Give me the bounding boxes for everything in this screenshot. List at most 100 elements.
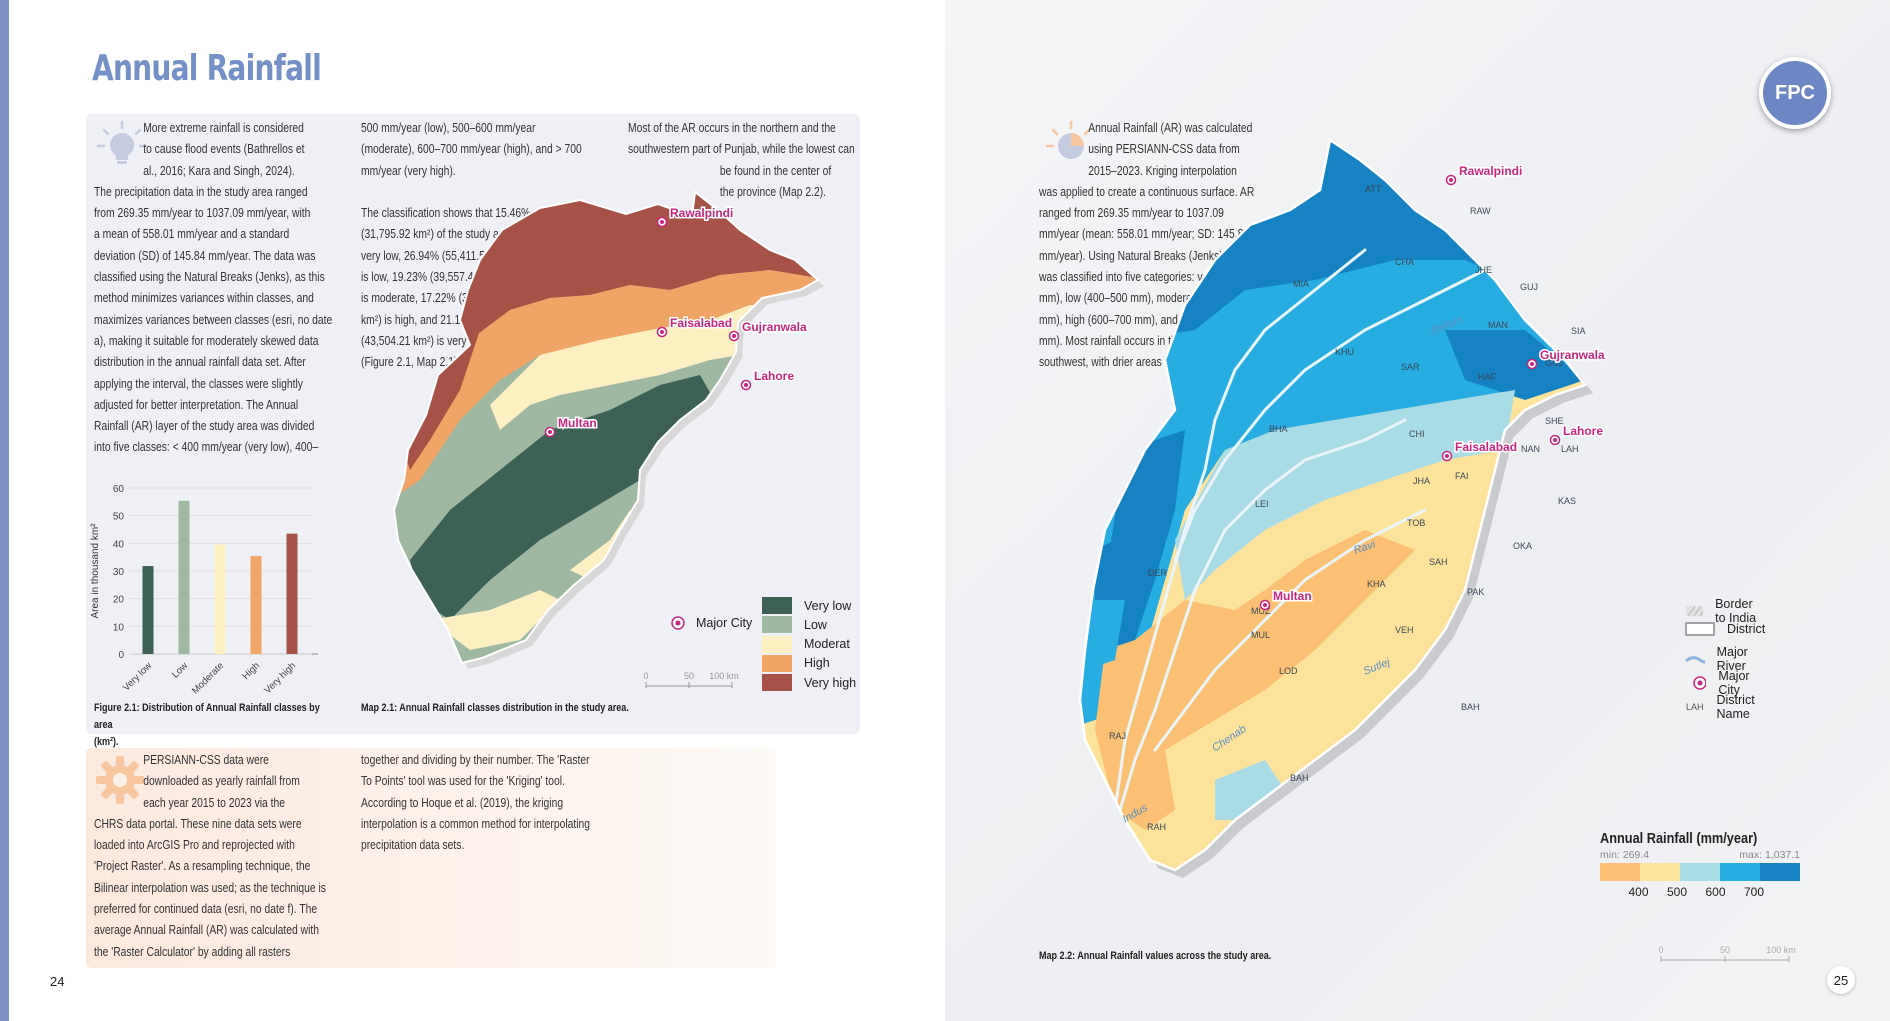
city-label: Rawalpindi — [1459, 164, 1522, 178]
text-line: together and dividing by their number. T… — [361, 753, 590, 767]
legend-item: Moderat — [762, 635, 850, 653]
legend-label: Very low — [804, 598, 852, 613]
city-marker-dot — [1445, 454, 1449, 458]
legend-swatch — [762, 635, 792, 653]
legend-item: Very low — [762, 597, 851, 614]
cycle-icon — [1045, 120, 1091, 159]
text-line: ranged from 269.35 mm/year to 1037.09 — [1039, 206, 1224, 221]
city-label: Rawalpindi — [670, 206, 733, 220]
river-line-icon — [1685, 656, 1705, 664]
colorbar-segment — [1720, 863, 1760, 881]
text-line: from 269.35 mm/year to 1037.09 mm/year, … — [94, 206, 311, 221]
method-text: PERSIANN-CSS data were downloaded as year… — [94, 750, 326, 963]
legend-item: Low — [762, 616, 827, 634]
text-line: maximizes variances between classes (esr… — [94, 312, 333, 327]
text-line: (Figure 2.1, Map 2.1). — [361, 355, 461, 370]
district-label: GUJ — [1520, 282, 1538, 292]
lightbulb-icon — [96, 120, 148, 164]
scale-tick: 100 km — [1766, 945, 1796, 955]
text-line: adjusted for better interpretation. The … — [94, 397, 299, 412]
legend-label: Major River — [1716, 645, 1748, 673]
legend-swatch — [762, 654, 792, 672]
major-city-label: Major City — [696, 616, 753, 630]
city-marker-dot — [1449, 178, 1453, 182]
scale-tick: 50 — [1720, 945, 1730, 955]
bar — [178, 500, 190, 654]
district-label: MIA — [1293, 279, 1309, 289]
text-line: average Annual Rainfall (AR) was calcula… — [94, 923, 320, 938]
text-line: using PERSIANN-CSS data from — [1088, 142, 1240, 157]
scale-tick: 0 — [1658, 945, 1663, 955]
gear-icon — [96, 756, 144, 804]
figure-caption: Figure 2.1: Distribution of Annual Rainf… — [94, 700, 340, 751]
map2-scale-bar: 0 50 100 km — [1658, 945, 1796, 962]
district-abbr-sample: LAH — [1685, 702, 1704, 712]
city-marker-dot — [1263, 603, 1267, 607]
city-label: Lahore — [1563, 424, 1603, 438]
map1-caption: Map 2.1: Annual Rainfall classes distrib… — [361, 702, 629, 714]
text-line: 500 mm/year (low), 500–600 mm/year — [361, 121, 536, 135]
colorbar-ticks: 400 500 600 700 — [1600, 881, 1800, 899]
text-line: The classification shows that 15.46% — [361, 206, 531, 221]
colorbar-segment — [1600, 863, 1640, 881]
x-tick-label: Very low — [121, 660, 154, 693]
district-label: RAJ — [1109, 731, 1126, 741]
intro-text: More extreme rainfall is considered to ca… — [94, 118, 332, 459]
colorbar-segment — [1640, 863, 1680, 881]
city-marker-dot — [548, 430, 552, 434]
y-tick-label: 0 — [118, 650, 124, 661]
city-label: Multan — [1273, 589, 1312, 603]
text-line: to cause flood events (Bathrellos et — [143, 142, 305, 157]
district-label: JHA — [1413, 476, 1430, 486]
page-title: Annual Rainfall — [92, 48, 322, 89]
distribution-text: Most of the AR occurs in the northern an… — [628, 118, 855, 203]
fpc-badge: FPC — [1759, 57, 1831, 129]
text-line: (43,504.21 km²) is very high — [361, 333, 489, 348]
district-label: KHU — [1335, 347, 1354, 357]
district-label: MAN — [1488, 320, 1508, 330]
text-line: applying the interval, the classes were … — [94, 376, 303, 391]
text-line: CHRS data portal. These nine data sets w… — [94, 816, 302, 831]
legend-label: Moderat — [804, 637, 850, 652]
y-tick-label: 20 — [113, 595, 125, 606]
legend-label: District Name — [1716, 693, 1755, 721]
text-line: interpolation is a common method for int… — [361, 816, 591, 831]
colorbar-tick: 700 — [1744, 885, 1765, 899]
y-tick-label: 10 — [113, 622, 125, 633]
city-label: Multan — [558, 416, 597, 430]
district-label: CHA — [1395, 257, 1414, 267]
border-hatch-icon — [1686, 605, 1704, 617]
district-label: MUZ — [1251, 606, 1271, 616]
colorbar-segment — [1760, 863, 1800, 881]
text-line: Bilinear interpolation was used; as the … — [94, 880, 326, 895]
area-bar-chart: 0 10 20 30 40 50 60 Area in thousand km² Very lo… — [90, 484, 318, 694]
city-marker-dot — [660, 330, 664, 334]
text-line: the 'Raster Calculator' by adding all ra… — [94, 944, 291, 959]
legend-label: District — [1727, 622, 1766, 636]
legend-label: Very high — [804, 675, 857, 690]
legend-label: High — [804, 656, 830, 671]
text-line: PERSIANN-CSS data were — [143, 753, 269, 767]
text-line: al., 2016; Kara and Singh, 2024). — [143, 163, 295, 178]
city-marker-dot — [744, 383, 748, 387]
legend-city: Major City — [1685, 669, 1758, 697]
district-label: SAR — [1401, 362, 1420, 372]
scale-tick: 0 — [643, 671, 648, 681]
district-label: SAH — [1429, 557, 1448, 567]
district-label: KHA — [1367, 579, 1386, 589]
colorbar-min: min: 269.4 — [1600, 849, 1650, 861]
text-line: each year 2015 to 2023 via the — [143, 795, 286, 810]
text-line: preferred for continued data (esri, no d… — [94, 902, 318, 917]
text-line: mm/year). Using Natural Breaks (Jenks), … — [1039, 248, 1266, 263]
colorbar-strip — [1600, 863, 1800, 881]
scale-tick: 100 km — [709, 671, 739, 681]
text-line: a mean of 558.01 mm/year and a standard — [94, 227, 290, 242]
city-label: Gujranwala — [742, 320, 807, 334]
scale-tick: 50 — [684, 671, 694, 681]
text-line: mm/year (mean: 558.01 mm/year; SD: 145.8… — [1039, 227, 1250, 242]
district-label: LEI — [1255, 499, 1269, 509]
district-label: TOB — [1407, 518, 1425, 528]
city-label: Gujranwala — [1540, 348, 1605, 362]
text-line: precipitation data sets. — [361, 838, 465, 853]
district-label: NAN — [1521, 444, 1540, 454]
